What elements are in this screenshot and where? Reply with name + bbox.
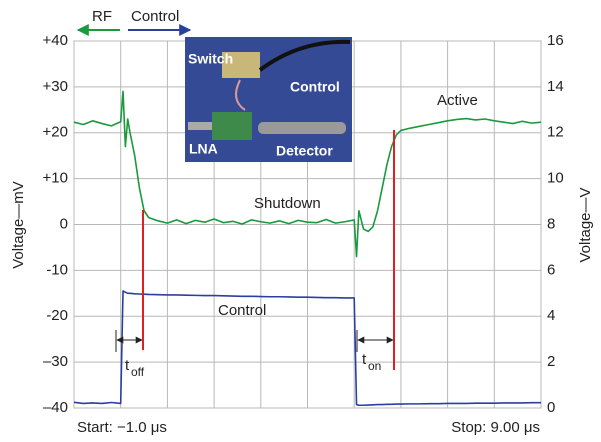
series-line bbox=[73, 290, 541, 407]
y2-tick-label: 0 bbox=[547, 399, 555, 416]
y2-tick-label: 14 bbox=[547, 78, 564, 95]
y-tick-label: +30 bbox=[43, 78, 68, 95]
annotation: t bbox=[362, 351, 367, 368]
y2-tick-label: 12 bbox=[547, 124, 564, 141]
inset-label: LNA bbox=[189, 141, 218, 157]
y2-tick-label: 4 bbox=[547, 307, 555, 324]
y-tick-label: –40 bbox=[43, 399, 68, 416]
y-tick-label: +40 bbox=[43, 32, 68, 49]
legend-label: Control bbox=[131, 8, 179, 25]
y-tick-label: +10 bbox=[43, 170, 68, 187]
inset-label: Detector bbox=[276, 143, 333, 159]
y-tick-label: -10 bbox=[46, 261, 68, 278]
stop-label: Stop: 9.00 μs bbox=[451, 419, 540, 436]
legend-label: RF bbox=[92, 8, 112, 25]
y-tick-label: +20 bbox=[43, 124, 68, 141]
annotation: off bbox=[131, 365, 145, 379]
annotation: Control bbox=[218, 302, 266, 319]
annotation: on bbox=[368, 359, 381, 373]
annotation: Active bbox=[437, 92, 478, 109]
y-tick-label: –30 bbox=[43, 353, 68, 370]
series-line bbox=[73, 90, 542, 258]
y2-tick-label: 16 bbox=[547, 32, 564, 49]
y2-tick-label: 10 bbox=[547, 170, 564, 187]
inset-label: Control bbox=[290, 79, 340, 95]
y-axis-title: Voltage—mV bbox=[10, 181, 27, 269]
y2-tick-label: 8 bbox=[547, 215, 555, 232]
y2-axis-title: Voltage—V bbox=[577, 187, 594, 262]
inset-label: Switch bbox=[188, 51, 233, 67]
annotation: t bbox=[125, 357, 130, 374]
y2-tick-label: 6 bbox=[547, 261, 555, 278]
start-label: Start: −1.0 μs bbox=[77, 419, 167, 436]
y-tick-label: 0 bbox=[60, 215, 68, 232]
annotation: Shutdown bbox=[254, 195, 321, 212]
y-tick-label: -20 bbox=[46, 307, 68, 324]
y2-tick-label: 2 bbox=[547, 353, 555, 370]
inset-photo: Switch Control LNA Detector bbox=[185, 37, 352, 162]
